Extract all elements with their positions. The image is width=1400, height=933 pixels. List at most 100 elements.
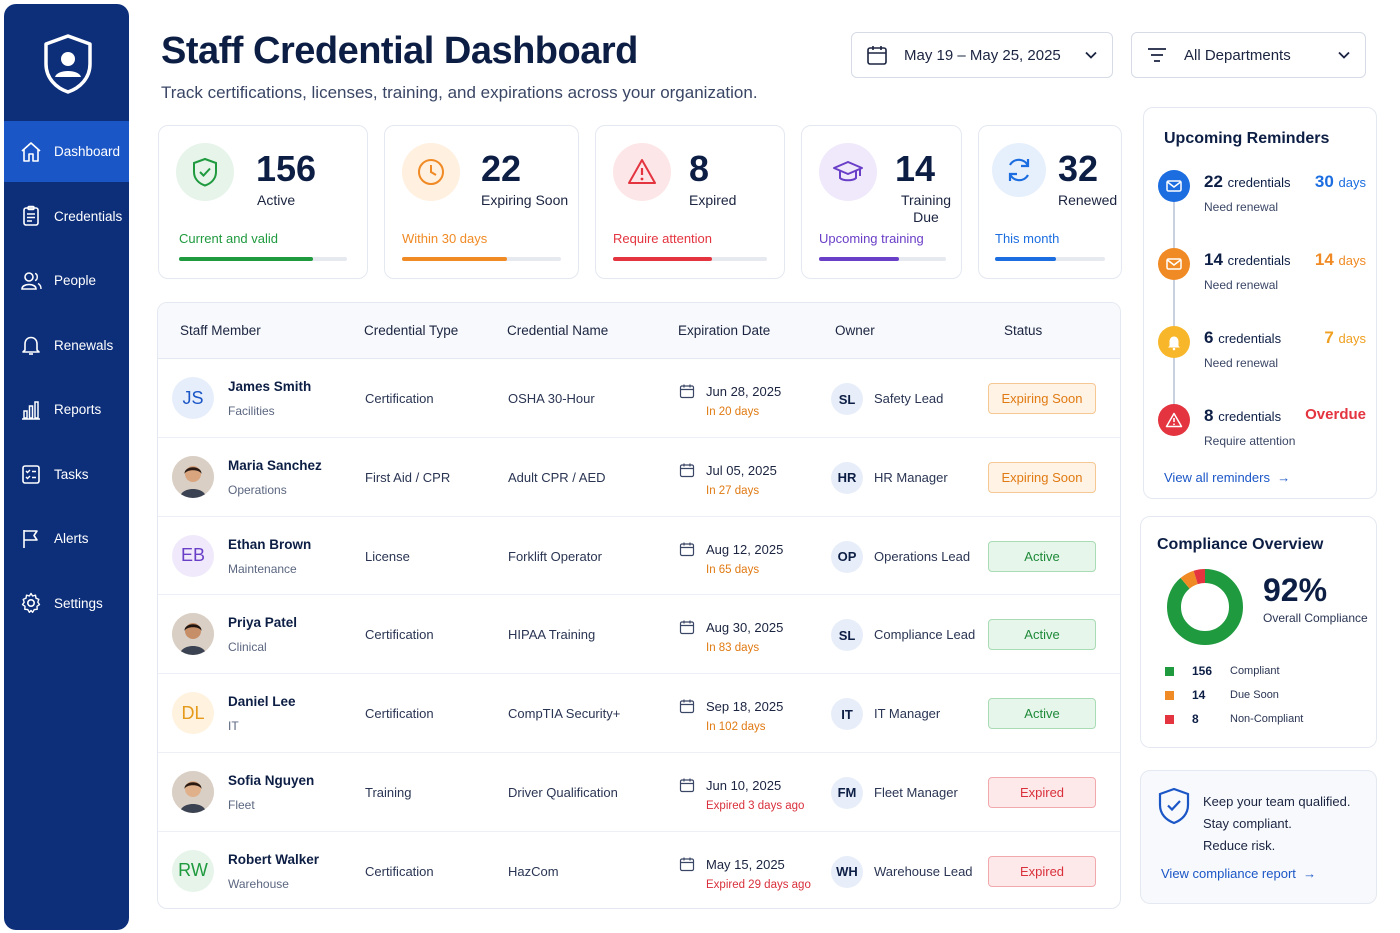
sidebar-item-alerts[interactable]: Alerts bbox=[4, 508, 129, 569]
credential-name: HIPAA Training bbox=[508, 627, 596, 643]
staff-name[interactable]: Maria Sanchez bbox=[228, 457, 322, 473]
staff-name[interactable]: James Smith bbox=[228, 379, 312, 394]
stat-label: Renewed bbox=[1058, 192, 1118, 208]
column-header-owner[interactable]: Owner bbox=[835, 323, 875, 338]
staff-department: Facilities bbox=[228, 404, 275, 418]
stat-label: Training Due bbox=[900, 192, 952, 225]
department-dropdown[interactable]: All Departments bbox=[1131, 32, 1366, 78]
stat-progress-fill bbox=[179, 257, 314, 261]
credential-name: HazCom bbox=[508, 863, 559, 879]
arrow-right-icon: → bbox=[1299, 866, 1317, 881]
calendar-icon bbox=[679, 463, 695, 477]
sidebar-item-dashboard[interactable]: Dashboard bbox=[4, 121, 129, 182]
expiration-date: Aug 12, 2025 bbox=[706, 541, 784, 557]
table-row[interactable]: DL Daniel Lee IT Certification CompTIA S… bbox=[158, 674, 1120, 753]
stat-label: Expired bbox=[689, 192, 737, 208]
status-badge[interactable]: Expiring Soon bbox=[988, 383, 1096, 414]
stat-card-expired[interactable]: 8 Expired Require attention bbox=[595, 125, 785, 279]
reminder-item[interactable]: 8 credentials Overdue Require attention bbox=[1144, 404, 1378, 482]
status-badge[interactable]: Expired bbox=[988, 855, 1096, 887]
staff-name[interactable]: Sofia Nguyen bbox=[228, 772, 315, 788]
legend-due-soon: 14 Due Soon bbox=[1165, 687, 1279, 703]
reminder-count: 14 credentials bbox=[1204, 250, 1291, 269]
stat-card-expiring-soon[interactable]: 22 Expiring Soon Within 30 days bbox=[384, 125, 579, 279]
table-row[interactable]: Priya Patel Clinical Certification HIPAA… bbox=[158, 595, 1120, 675]
stat-value: 32 bbox=[1058, 148, 1099, 189]
credential-name: OSHA 30-Hour bbox=[508, 391, 595, 406]
envelope-icon bbox=[1158, 170, 1190, 202]
sidebar-item-people[interactable]: People bbox=[4, 250, 129, 311]
reminder-item[interactable]: 14 credentials 14 days Need renewal bbox=[1144, 248, 1378, 326]
arrow-right-icon: → bbox=[1273, 470, 1291, 485]
credential-name: Forklift Operator bbox=[508, 548, 602, 564]
stat-progress-track bbox=[819, 257, 946, 261]
column-header-expiration[interactable]: Expiration Date bbox=[678, 323, 771, 338]
column-header-credential[interactable]: Credential Name bbox=[507, 323, 609, 338]
calendar-icon bbox=[679, 384, 695, 399]
status-badge[interactable]: Expiring Soon bbox=[988, 461, 1096, 493]
legend-swatch bbox=[1165, 714, 1174, 724]
sidebar-item-renewals[interactable]: Renewals bbox=[4, 315, 129, 376]
credentials-table: Staff Member Credential Type Credential … bbox=[157, 302, 1121, 909]
table-row[interactable]: EB Ethan Brown Maintenance License Forkl… bbox=[158, 517, 1120, 596]
credential-type: Training bbox=[365, 784, 412, 800]
column-header-staff[interactable]: Staff Member bbox=[180, 323, 261, 338]
calendar-icon bbox=[679, 542, 695, 556]
sidebar-item-credentials[interactable]: Credentials bbox=[4, 186, 129, 247]
status-badge[interactable]: Active bbox=[988, 540, 1096, 572]
warning-icon bbox=[1158, 404, 1190, 436]
owner-name: Compliance Lead bbox=[874, 627, 976, 643]
table-row[interactable]: Sofia Nguyen Fleet Training Driver Quali… bbox=[158, 753, 1120, 832]
donut-segment-non-compliant bbox=[1167, 569, 1243, 645]
status-badge[interactable]: Active bbox=[988, 698, 1096, 730]
stat-card-training-due[interactable]: 14 Training Due Upcoming training bbox=[801, 125, 962, 279]
table-row[interactable]: Maria Sanchez Operations First Aid / CPR… bbox=[158, 438, 1120, 517]
status-badge[interactable]: Active bbox=[988, 619, 1096, 651]
reminder-count: 8 credentials bbox=[1204, 406, 1282, 425]
table-header: Staff Member Credential Type Credential … bbox=[158, 303, 1120, 359]
promo-text: Keep your team qualified. Stay compliant… bbox=[1203, 794, 1351, 853]
column-header-status[interactable]: Status bbox=[1004, 323, 1043, 338]
staff-name[interactable]: Ethan Brown bbox=[228, 536, 312, 552]
staff-name[interactable]: Priya Patel bbox=[228, 615, 298, 631]
compliance-percent-label: Overall Compliance bbox=[1263, 611, 1368, 625]
table-row[interactable]: JS James Smith Facilities Certification … bbox=[158, 359, 1120, 438]
table-body: JS James Smith Facilities Certification … bbox=[158, 359, 1120, 908]
column-header-type[interactable]: Credential Type bbox=[364, 323, 459, 338]
staff-name[interactable]: Robert Walker bbox=[228, 851, 320, 867]
sidebar-item-tasks[interactable]: Tasks bbox=[4, 444, 129, 505]
stat-value: 156 bbox=[256, 148, 317, 189]
stat-value: 14 bbox=[895, 148, 936, 189]
legend-swatch bbox=[1165, 690, 1174, 700]
checklist-icon bbox=[18, 461, 44, 487]
stat-card-active[interactable]: 156 Active Current and valid bbox=[158, 125, 368, 279]
stat-card-renewed[interactable]: 32 Renewed This month bbox=[978, 125, 1122, 279]
owner-name: Operations Lead bbox=[874, 548, 971, 564]
stat-value: 22 bbox=[481, 148, 522, 189]
reminder-days: 14 days bbox=[1314, 250, 1366, 269]
view-all-reminders-link[interactable]: View all reminders → bbox=[1164, 470, 1291, 485]
stat-progress-track bbox=[613, 257, 767, 261]
reminder-days: 30 days bbox=[1314, 172, 1366, 191]
credential-name: Driver Qualification bbox=[508, 784, 618, 800]
expiration-relative: In 20 days bbox=[706, 406, 760, 418]
sidebar-item-settings[interactable]: Settings bbox=[4, 573, 129, 634]
expiration-relative: In 27 days bbox=[706, 484, 760, 497]
status-badge[interactable]: Expired bbox=[988, 776, 1096, 808]
reminder-item[interactable]: 6 credentials 7 days Need renewal bbox=[1144, 326, 1378, 404]
stat-sub: Current and valid bbox=[179, 231, 278, 246]
credential-type: Certification bbox=[365, 391, 434, 406]
date-range-dropdown[interactable]: May 19 – May 25, 2025 bbox=[851, 32, 1113, 78]
clipboard-icon bbox=[18, 203, 44, 229]
view-compliance-report-link[interactable]: View compliance report → bbox=[1161, 866, 1317, 881]
sidebar-nav: Dashboard Credentials People Renewals Re… bbox=[4, 121, 129, 637]
reminder-item[interactable]: 22 credentials 30 days Need renewal bbox=[1144, 170, 1378, 248]
stat-label: Expiring Soon bbox=[481, 192, 569, 208]
sidebar-item-reports[interactable]: Reports bbox=[4, 379, 129, 440]
avatar: RW bbox=[172, 849, 214, 892]
filter-icon bbox=[1148, 48, 1166, 62]
credential-type: Certification bbox=[365, 627, 434, 643]
credential-type: Certification bbox=[365, 706, 434, 722]
table-row[interactable]: RW Robert Walker Warehouse Certification… bbox=[158, 832, 1120, 908]
staff-name[interactable]: Daniel Lee bbox=[228, 694, 296, 710]
